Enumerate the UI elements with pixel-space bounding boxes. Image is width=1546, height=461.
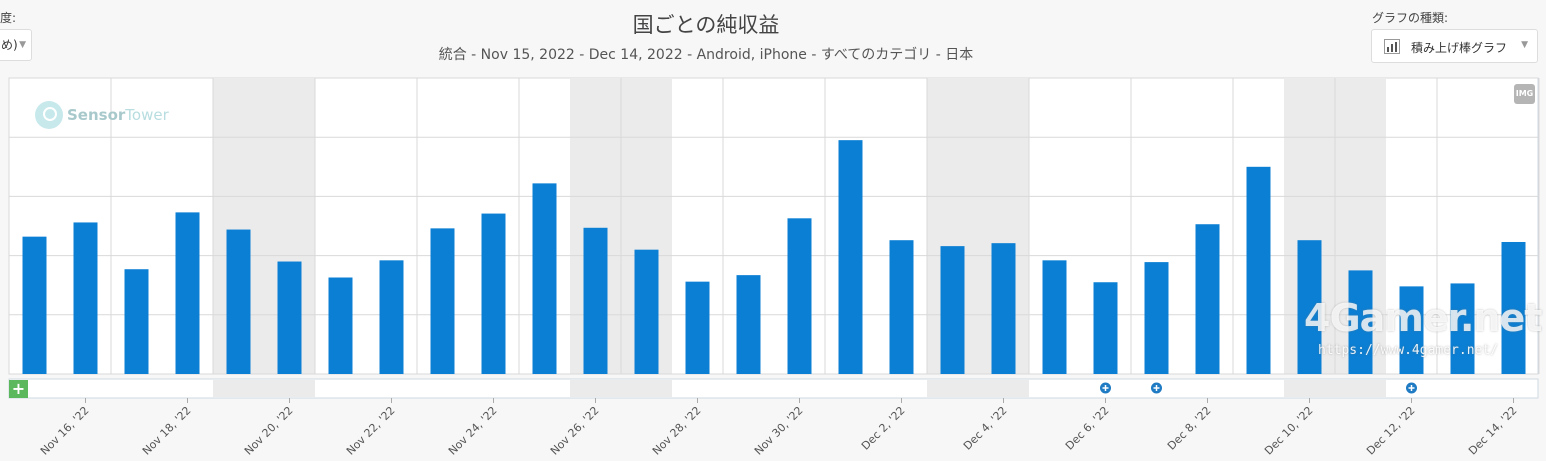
bar [1348,270,1373,374]
x-tick-label: Nov 22, '22 [344,404,398,458]
x-tick-label: Dec 8, '22 [1165,404,1214,453]
sensortower-logo: SensorTower [35,100,169,130]
logo-word-1: Sensor [67,106,126,124]
logo-word-2: Tower [125,106,169,124]
bar [124,269,149,374]
x-tick-label: Dec 10, '22 [1262,404,1316,458]
bar [736,275,761,374]
bar [940,246,965,374]
bar [1501,241,1526,374]
x-tick-label: Dec 12, '22 [1364,404,1418,458]
navigator-weekend-band [927,380,1029,397]
x-tick-label: Nov 30, '22 [752,404,806,458]
bar [787,218,812,374]
left-dropdown-value: め) [1,38,18,52]
x-tick-label: Dec 6, '22 [1063,404,1112,453]
chart-type-dropdown[interactable]: 積み上げ棒グラフ ▼ [1371,29,1538,63]
bar [532,183,557,374]
x-tick-label: Nov 28, '22 [650,404,704,458]
chart-subtitle: 統合 - Nov 15, 2022 - Dec 14, 2022 - Andro… [438,47,974,63]
x-tick-label: Nov 16, '22 [38,404,92,458]
annotation-marker[interactable] [1100,382,1111,394]
x-tick-label: Dec 14, '22 [1466,404,1520,458]
bar [1399,286,1424,374]
bar [634,249,659,374]
watermark-url: https://www.4gamer.net/ [1318,343,1499,358]
bar [685,281,710,374]
annotation-marker[interactable] [1151,382,1162,394]
stacked-bar-chart-icon [1384,39,1400,54]
export-image-button[interactable]: IMG [1514,84,1535,104]
bar [889,240,914,374]
annotation-marker[interactable] [1406,382,1417,394]
x-tick-label: Nov 20, '22 [242,404,296,458]
left-control-label: 度: [0,11,17,25]
chevron-down-icon: ▼ [1521,40,1528,50]
bar [838,140,863,374]
bar [379,260,404,374]
x-tick-label: Nov 24, '22 [446,404,500,458]
bar [1195,224,1220,374]
x-tick-label: Nov 18, '22 [140,404,194,458]
bar [277,261,302,374]
left-dropdown[interactable]: め) ▼ [0,29,32,61]
chevron-down-icon: ▼ [19,40,26,50]
plus-icon: + [12,379,25,398]
bar [226,229,251,374]
sensortower-logo-icon [35,101,63,129]
bar [1093,282,1118,374]
chart-type-value: 積み上げ棒グラフ [1411,41,1508,55]
chart-type-label: グラフの種類: [1372,11,1449,25]
x-tick-label: Dec 4, '22 [961,404,1010,453]
bar [328,277,353,374]
bar [430,228,455,374]
add-annotation-button[interactable]: + [9,379,28,398]
bar [1042,260,1067,374]
navigator-weekend-band [570,380,672,397]
bar [22,236,47,374]
bar [481,213,506,374]
bar [583,227,608,374]
bar [1246,166,1271,374]
chart-title: 国ごとの純収益 [632,13,780,37]
watermark-logo: 4Gamer.net [1304,296,1542,340]
bar [1144,262,1169,374]
x-tick-label: Dec 2, '22 [859,404,908,453]
navigator-weekend-band [1284,380,1386,397]
navigator-weekend-band [213,380,315,397]
bar [1450,283,1475,374]
bar [175,212,200,374]
bar [991,243,1016,374]
x-tick-label: Nov 26, '22 [548,404,602,458]
bar [1297,240,1322,374]
bar [73,222,98,374]
